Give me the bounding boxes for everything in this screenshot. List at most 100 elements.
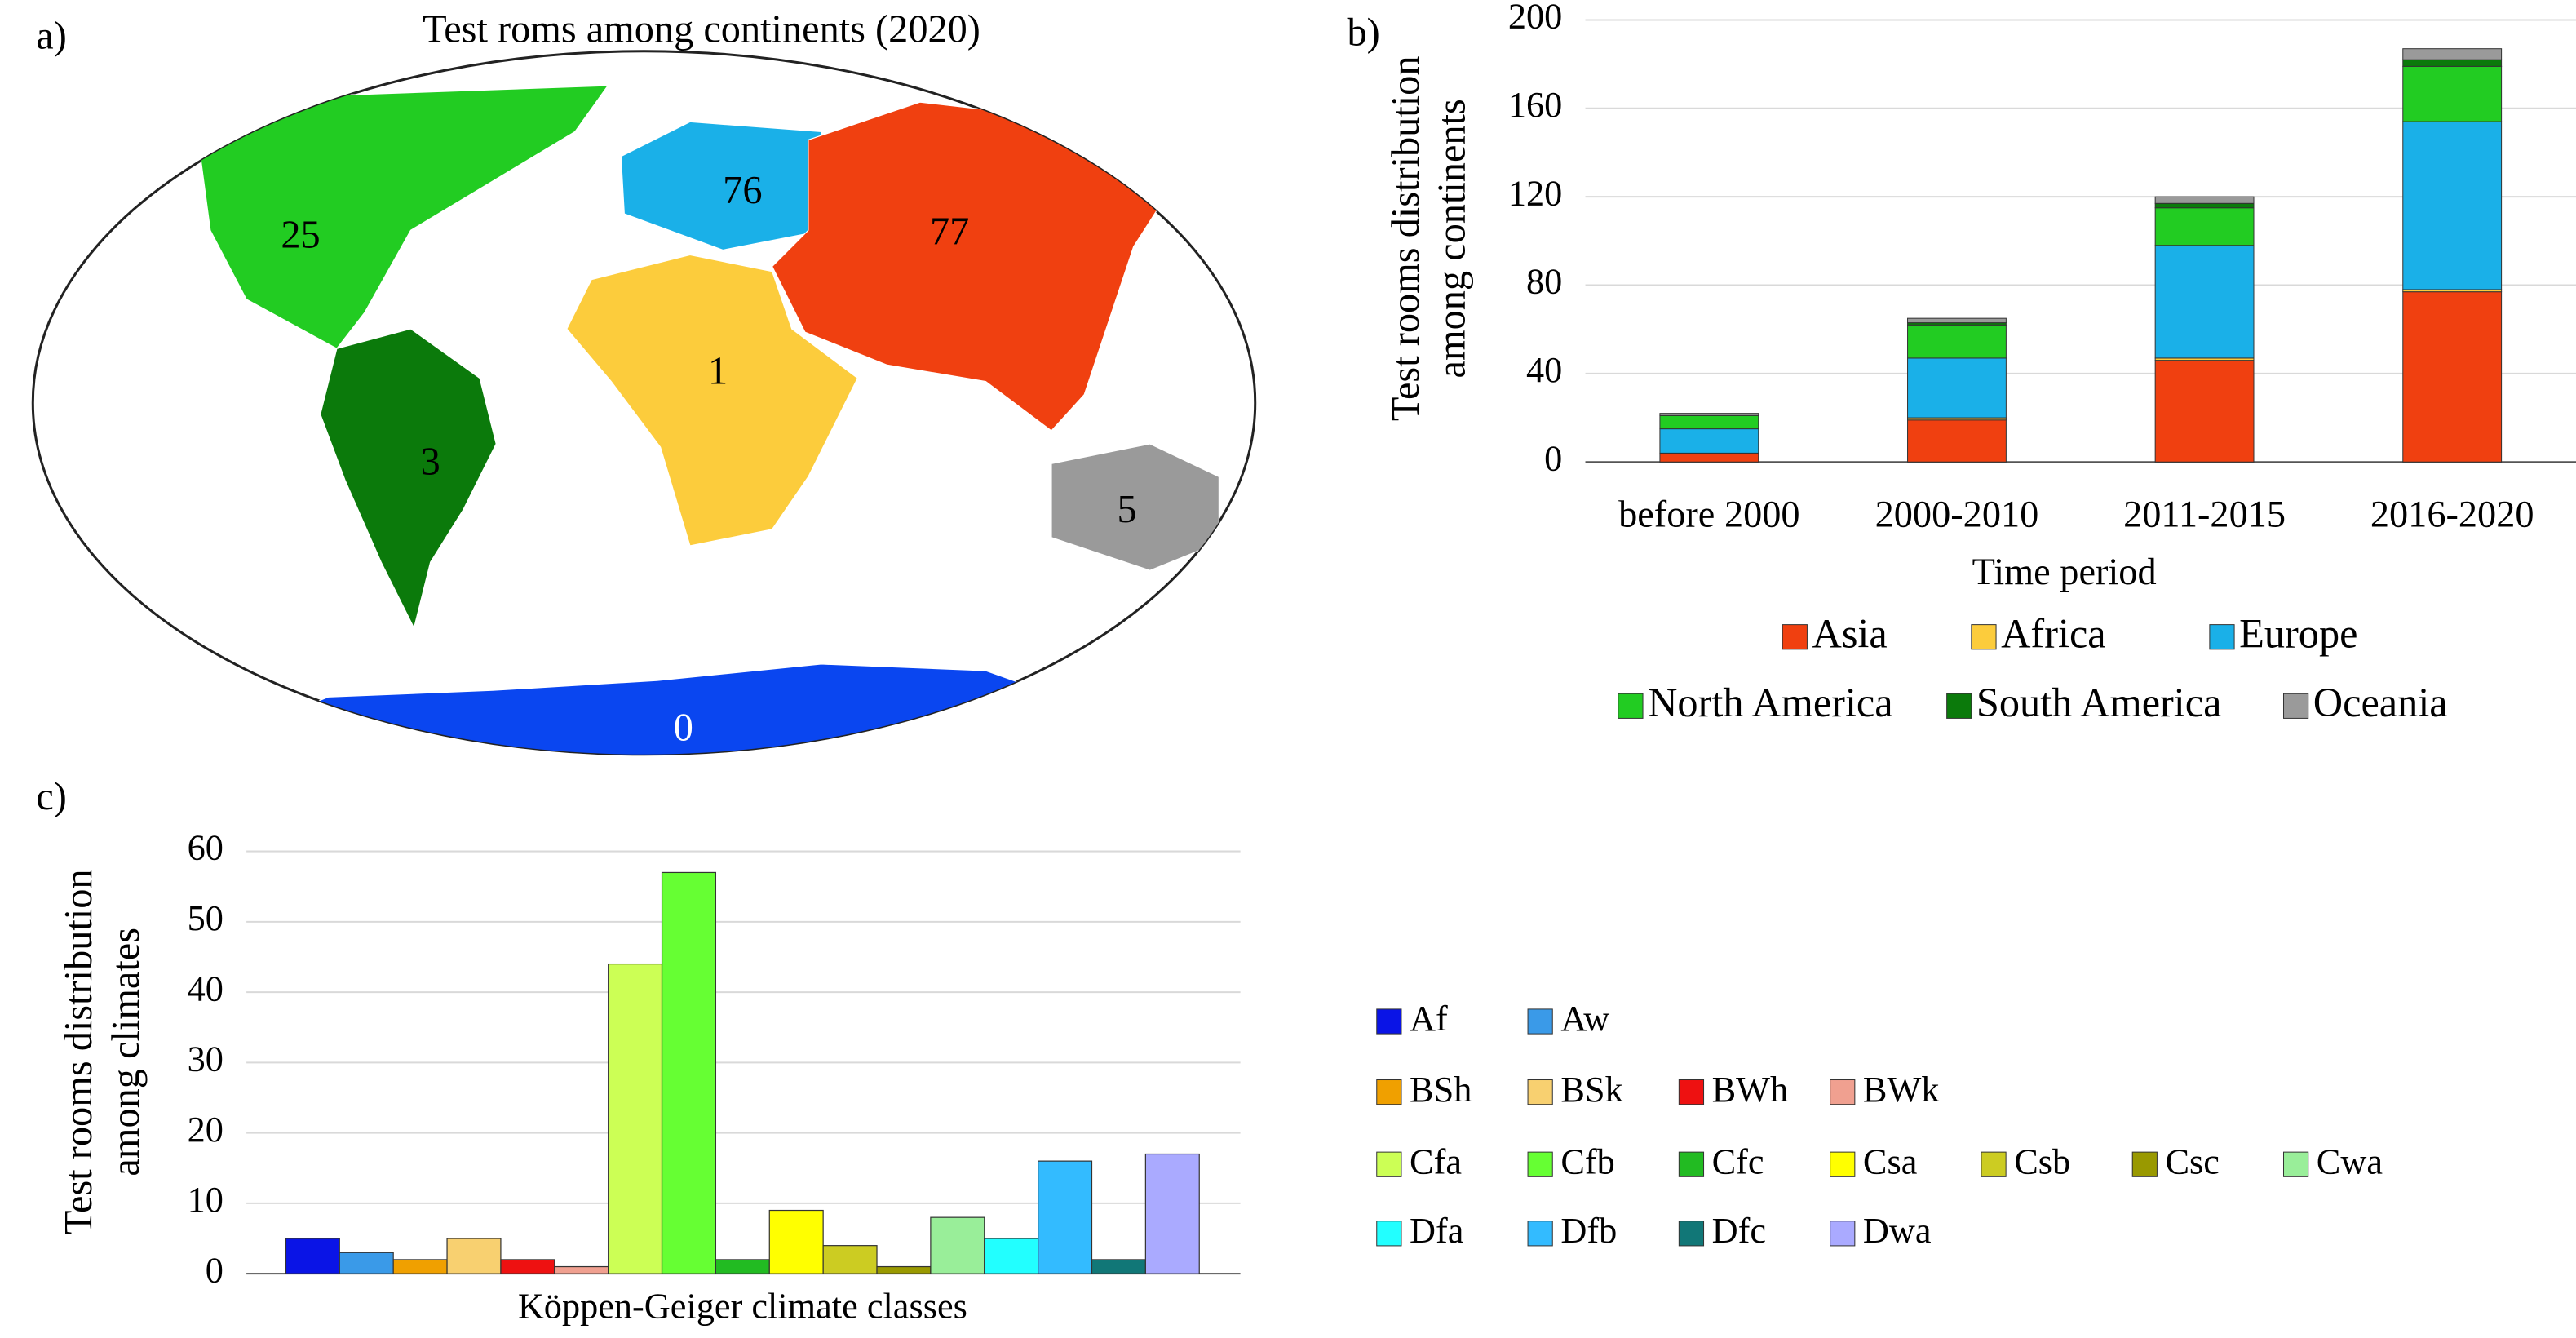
x-tick-label: 2016-2020 [2370,494,2534,535]
x-axis-label: Köppen-Geiger climate classes [518,1287,967,1327]
legend-swatch [1527,1008,1553,1035]
legend-label: Aw [1560,999,1609,1039]
y-axis-label: Test rooms distribution [57,869,100,1234]
y-tick-label: 200 [1508,0,1562,37]
bar-segment [1659,414,1759,430]
legend-label: Europe [2239,610,2357,656]
bar-segment [2154,196,2255,204]
y-tick-label: 120 [1508,173,1562,213]
legend-label: North America [1648,680,1893,725]
x-axis-label: Time period [1972,552,2157,593]
bar-segment [1907,419,2007,463]
panel-label: b) [1348,11,1380,55]
y-tick-label: 10 [188,1180,224,1220]
legend-swatch [1376,1221,1402,1247]
bar [661,871,717,1274]
bar [285,1238,340,1274]
bar-segment [2402,48,2503,60]
bar-segment [2402,291,2503,463]
legend-label: Dfa [1410,1211,1464,1251]
bar-segment [1659,413,1759,416]
legend-swatch [1678,1221,1705,1247]
legend-swatch [1981,1151,2007,1177]
bar-segment [2154,360,2255,463]
map [197,85,1220,755]
bar-segment [2154,207,2255,246]
legend-label: Csc [2165,1141,2219,1181]
bar [984,1238,1039,1274]
y-tick-label: 50 [188,898,224,938]
bar-segment [2154,245,2255,359]
region-label: 5 [1118,488,1137,531]
legend-label: Dfc [1712,1211,1766,1251]
bar [876,1265,932,1274]
bar [930,1216,985,1274]
legend-swatch [1527,1151,1553,1177]
legend-swatch [1830,1079,1856,1105]
legend-swatch [1618,693,1644,719]
bar-segment [1659,452,1759,463]
legend-swatch [1527,1221,1553,1247]
legend-swatch [1376,1008,1402,1035]
bar [768,1209,824,1274]
bar-segment [1907,357,2007,419]
y-tick-label: 40 [188,968,224,1008]
region-label: 1 [708,350,728,393]
panel-label: c) [36,775,67,818]
region-label: 25 [281,213,320,256]
legend-swatch [2282,1151,2309,1177]
legend-swatch [1527,1079,1553,1105]
bar [554,1265,609,1274]
y-axis-label: among climates [104,928,148,1176]
legend-swatch [1782,624,1808,650]
bar [500,1259,555,1274]
panel-label: a) [36,15,67,58]
y-tick-label: 0 [1544,438,1562,478]
y-tick-label: 40 [1526,350,1562,390]
region-label: 77 [930,210,969,253]
continent [320,328,497,630]
legend-swatch [2209,624,2235,650]
legend-label: Asia [1812,610,1887,656]
chart-title: Test roms among continents (2020) [423,8,980,51]
legend-label: South America [1976,680,2222,725]
bar [715,1259,770,1274]
region-label: 0 [674,707,693,750]
y-tick-label: 20 [188,1110,224,1150]
legend-label: BSk [1560,1070,1623,1110]
legend-label: Oceania [2313,680,2448,725]
bar [1038,1160,1093,1274]
legend-swatch [1830,1221,1856,1247]
y-axis-label: Test rooms distribution [1384,55,1427,421]
legend-swatch [1376,1151,1402,1177]
legend-label: Af [1410,999,1448,1039]
legend-swatch [2282,693,2309,719]
bar-segment [1907,317,2007,324]
legend-swatch [1946,693,1972,719]
bar-segment [1907,324,2007,359]
legend-label: Cfb [1560,1141,1614,1181]
legend-label: Csa [1863,1141,1918,1181]
bar [1144,1153,1200,1274]
x-tick-label: 2011-2015 [2123,494,2286,535]
legend-label: Dfb [1560,1211,1617,1251]
bar [822,1245,878,1274]
legend-swatch [1830,1151,1856,1177]
bar-segment [2402,65,2503,122]
legend-label: Cfc [1712,1141,1764,1181]
legend-label: BWh [1712,1070,1789,1110]
y-tick-label: 30 [188,1039,224,1079]
y-axis-label: among continents [1431,99,1474,378]
continent [197,85,609,350]
bar-segment [2154,202,2255,209]
y-tick-label: 0 [206,1250,224,1290]
bar-segment [2402,59,2503,67]
legend-swatch [1376,1079,1402,1105]
legend-label: Cfa [1410,1141,1462,1181]
legend-swatch [1678,1151,1705,1177]
legend-swatch [1971,624,1997,650]
legend-label: Africa [2001,610,2106,656]
bar [446,1238,502,1274]
legend-swatch [1678,1079,1705,1105]
